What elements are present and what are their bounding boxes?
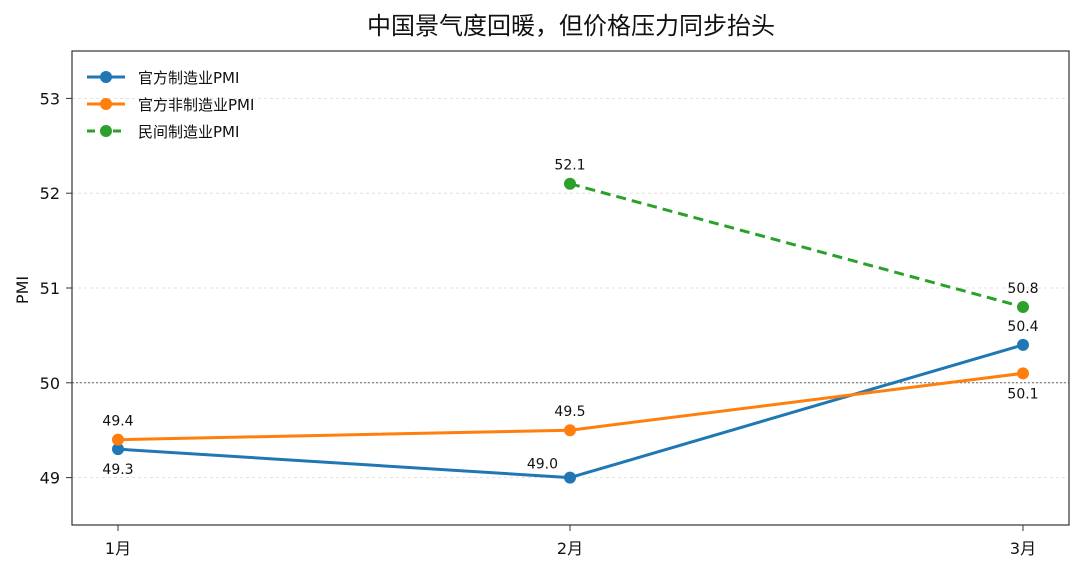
legend-entry-label: 民间制造业PMI	[138, 123, 239, 141]
series-0-data-label: 49.0	[527, 457, 558, 473]
series-1-point	[112, 433, 124, 446]
series-2-data-label: 50.8	[1007, 281, 1038, 297]
series-0-data-label: 49.3	[102, 462, 133, 478]
series-2-data-label: 52.1	[554, 158, 585, 174]
x-tick-label: 3月	[1010, 539, 1036, 558]
legend-swatch-marker	[100, 98, 112, 110]
series-0-data-label: 50.4	[1007, 319, 1038, 335]
legend-entry-label: 官方制造业PMI	[138, 69, 239, 87]
series-1-data-label: 49.5	[554, 404, 585, 420]
legend: 官方制造业PMI 官方非制造业PMI 民间制造业PMI	[87, 69, 254, 141]
x-tick-label: 2月	[557, 539, 583, 558]
y-tick-label: 52	[40, 184, 60, 203]
series-1-data-label: 50.1	[1007, 386, 1038, 402]
y-tick-label: 49	[40, 469, 60, 488]
series-1-point	[1017, 367, 1029, 380]
series-0-point	[112, 443, 124, 456]
data-label-layer: 49.3 49.0 50.4 49.4 49.5 50.1 52.1 50.8	[102, 158, 1038, 478]
series-line-2	[569, 182, 1024, 309]
series-1-data-label: 49.4	[102, 414, 133, 430]
series-1-point	[564, 424, 576, 437]
tick-layer: 49 50 51 52 53 1月 2月 3月	[40, 89, 1036, 558]
legend-swatch-marker	[100, 71, 112, 83]
y-tick-label: 51	[40, 279, 60, 298]
legend-swatch-marker	[100, 125, 112, 137]
series-layer	[112, 177, 1029, 484]
series-2-point	[1017, 300, 1029, 313]
chart-title: 中国景气度回暖，但价格压力同步抬头	[367, 12, 775, 40]
y-tick-label: 50	[40, 374, 60, 393]
y-axis-label: PMI	[13, 276, 32, 304]
legend-entry-label: 官方非制造业PMI	[138, 96, 254, 114]
series-2-point	[564, 177, 576, 190]
series-0-point	[564, 471, 576, 484]
grid-layer	[72, 98, 1069, 479]
y-tick-label: 53	[40, 89, 60, 108]
series-0-point	[1017, 338, 1029, 351]
x-tick-label: 1月	[105, 539, 131, 558]
